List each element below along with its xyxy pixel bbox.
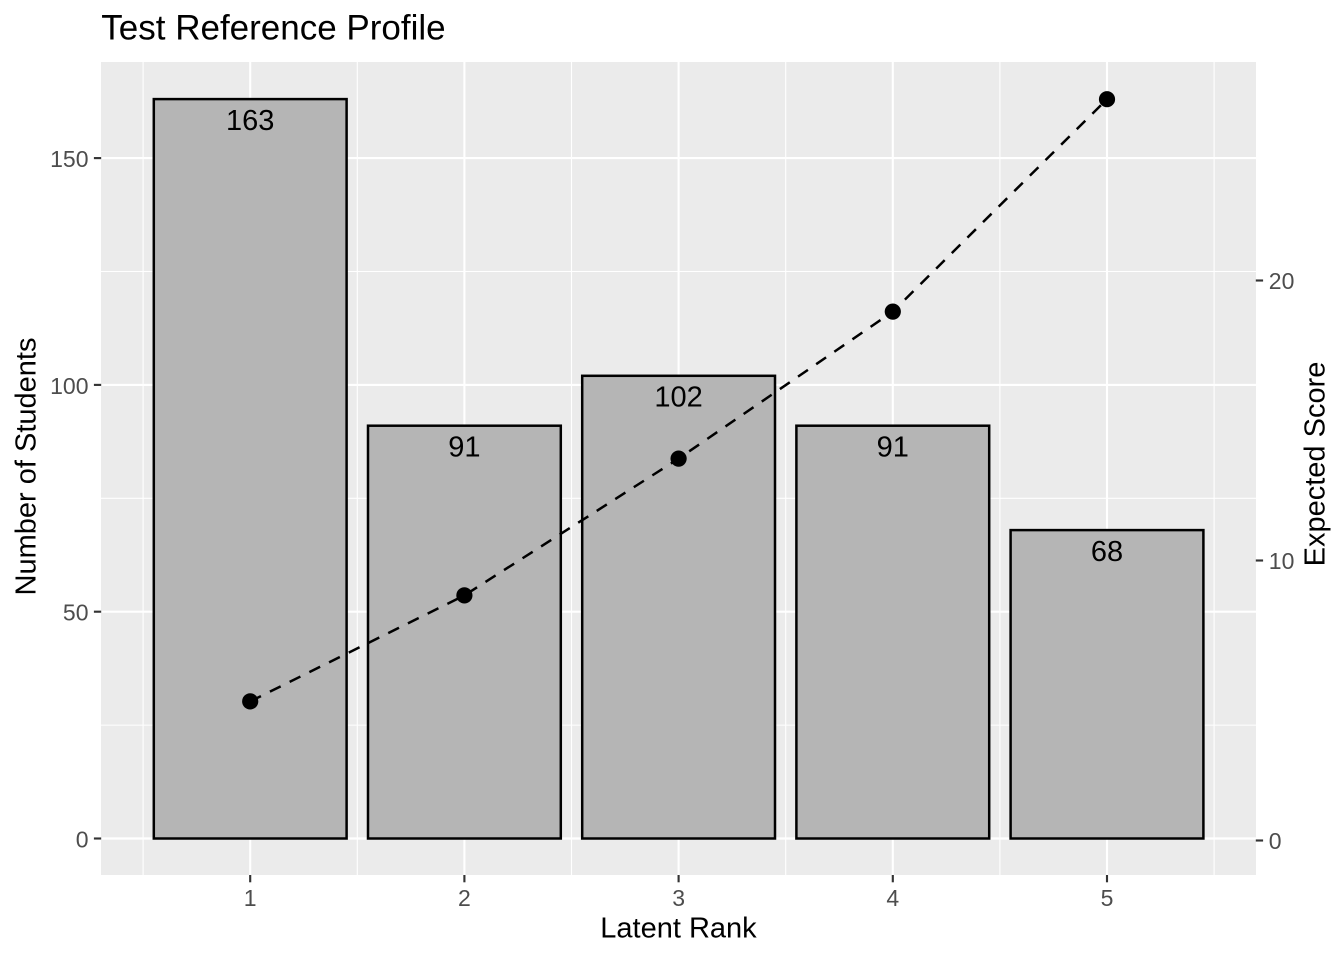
- svg-text:Number of Students: Number of Students: [11, 338, 43, 596]
- svg-text:Test Reference Profile: Test Reference Profile: [101, 9, 445, 48]
- svg-text:163: 163: [226, 105, 274, 137]
- svg-text:102: 102: [654, 382, 702, 414]
- svg-text:100: 100: [50, 373, 88, 399]
- svg-text:1: 1: [244, 885, 257, 911]
- svg-text:50: 50: [63, 600, 89, 626]
- svg-text:3: 3: [672, 885, 685, 911]
- svg-text:Latent Rank: Latent Rank: [600, 913, 757, 945]
- svg-text:68: 68: [1091, 536, 1123, 568]
- svg-text:91: 91: [448, 432, 480, 464]
- svg-text:2: 2: [458, 885, 471, 911]
- svg-text:91: 91: [877, 432, 909, 464]
- svg-text:20: 20: [1269, 268, 1295, 294]
- svg-text:0: 0: [76, 827, 89, 853]
- svg-text:4: 4: [886, 885, 899, 911]
- svg-text:Expected Score: Expected Score: [1300, 362, 1332, 567]
- svg-text:150: 150: [50, 146, 88, 172]
- svg-text:10: 10: [1269, 548, 1295, 574]
- svg-text:5: 5: [1101, 885, 1114, 911]
- svg-text:0: 0: [1269, 828, 1282, 854]
